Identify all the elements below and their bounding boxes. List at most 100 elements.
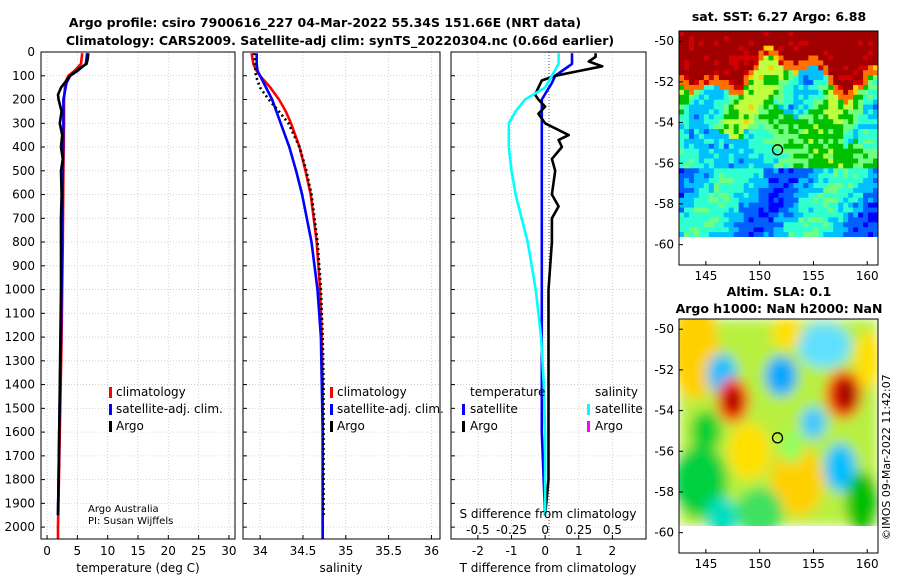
sst-cell bbox=[778, 50, 785, 57]
sst-cell bbox=[808, 99, 814, 106]
sst-cell bbox=[688, 192, 695, 199]
sst-cell bbox=[828, 183, 834, 189]
sst-cell bbox=[679, 45, 685, 52]
sst-cell bbox=[863, 222, 869, 228]
sst-cell bbox=[738, 134, 745, 140]
sst-cell bbox=[688, 40, 695, 47]
sst-cell bbox=[808, 119, 814, 125]
sst-cell bbox=[868, 153, 874, 160]
sst-cell bbox=[688, 75, 695, 81]
sst-cell bbox=[823, 143, 829, 150]
sst-cell bbox=[718, 99, 725, 106]
sst-cell bbox=[698, 192, 705, 199]
sst-cell bbox=[783, 148, 790, 155]
sst-cell bbox=[738, 138, 745, 145]
sst-cell bbox=[858, 212, 864, 218]
sst-cell bbox=[679, 232, 685, 237]
sst-cell bbox=[793, 134, 799, 140]
sst-cell bbox=[863, 55, 869, 62]
sst-cell bbox=[823, 178, 829, 184]
s-difference-label: S difference from climatology bbox=[460, 507, 637, 521]
sst-cell bbox=[688, 129, 695, 135]
sst-cell bbox=[843, 124, 849, 130]
sst-cell bbox=[743, 158, 750, 165]
sst-cell bbox=[823, 197, 829, 204]
sst-cell bbox=[763, 99, 770, 106]
sst-cell bbox=[783, 31, 790, 37]
sst-cell bbox=[863, 94, 869, 101]
x-tick-label: 20 bbox=[161, 544, 176, 558]
sla-map-ticks: 145 150 155 160-50-52-54-56-58-60 bbox=[654, 322, 878, 571]
sst-cell bbox=[763, 138, 770, 145]
sst-cell bbox=[748, 202, 755, 209]
sst-cell bbox=[693, 158, 700, 165]
sst-cell bbox=[843, 183, 849, 189]
sst-cell bbox=[803, 168, 809, 174]
sst-cell bbox=[848, 75, 854, 81]
sst-cell bbox=[798, 227, 804, 233]
sst-cell bbox=[803, 143, 809, 150]
y-tick-label: 1000 bbox=[4, 283, 35, 297]
sst-cell bbox=[853, 143, 859, 150]
sst-cell bbox=[793, 212, 799, 218]
sst-cell bbox=[778, 109, 785, 115]
sst-cell bbox=[743, 163, 750, 169]
sst-cell bbox=[758, 183, 765, 189]
sst-cell bbox=[693, 168, 700, 174]
sst-cell bbox=[703, 212, 710, 218]
sst-cell bbox=[683, 227, 690, 233]
sst-cell bbox=[868, 104, 874, 111]
sst-cell bbox=[763, 31, 770, 37]
sst-cell bbox=[743, 227, 750, 233]
sst-cell bbox=[858, 183, 864, 189]
sst-cell bbox=[778, 227, 785, 233]
sst-cell bbox=[733, 104, 740, 111]
sst-cell bbox=[688, 31, 695, 37]
sst-cell bbox=[838, 119, 844, 125]
sst-cell bbox=[828, 148, 834, 155]
sst-cell bbox=[733, 222, 740, 228]
sst-cell bbox=[778, 40, 785, 47]
sst-cell bbox=[868, 109, 874, 115]
sst-cell bbox=[793, 148, 799, 155]
sst-cell bbox=[713, 148, 720, 155]
sst-cell bbox=[853, 173, 859, 179]
sst-cell bbox=[713, 114, 720, 120]
sst-cell bbox=[813, 84, 819, 91]
sst-cell bbox=[798, 153, 804, 160]
sst-cell bbox=[843, 192, 849, 199]
sst-cell bbox=[748, 40, 755, 47]
sst-cell bbox=[753, 173, 760, 179]
sst-cell bbox=[753, 129, 760, 135]
sst-cell bbox=[858, 148, 864, 155]
sst-cell bbox=[808, 217, 814, 223]
sst-cell bbox=[838, 163, 844, 169]
sst-cell bbox=[793, 197, 799, 204]
sst-cell bbox=[679, 65, 685, 71]
sst-cell bbox=[698, 217, 705, 223]
sst-cell bbox=[758, 31, 765, 37]
sst-cell bbox=[813, 94, 819, 101]
sst-cell bbox=[783, 143, 790, 150]
salinity-legend: climatology satellite-adj. clim. Argo bbox=[330, 385, 444, 433]
sst-cell bbox=[679, 84, 685, 91]
sst-cell bbox=[743, 89, 750, 96]
sst-cell bbox=[693, 212, 700, 218]
sst-cell bbox=[783, 50, 790, 57]
sst-cell bbox=[873, 163, 878, 169]
sst-cell bbox=[718, 138, 725, 145]
sst-cell bbox=[713, 187, 720, 194]
sst-cell bbox=[863, 60, 869, 66]
sst-cell bbox=[743, 192, 750, 199]
sst-cell bbox=[798, 104, 804, 111]
sst-cell bbox=[783, 129, 790, 135]
sst-cell bbox=[763, 178, 770, 184]
sst-cell bbox=[788, 50, 795, 57]
x-tick-label: 15 bbox=[130, 544, 145, 558]
sst-cell bbox=[723, 104, 730, 111]
sst-cell bbox=[723, 99, 730, 106]
sst-cell bbox=[808, 65, 814, 71]
sst-cell bbox=[748, 31, 755, 37]
sst-cell bbox=[758, 227, 765, 233]
sst-cell bbox=[768, 178, 775, 184]
